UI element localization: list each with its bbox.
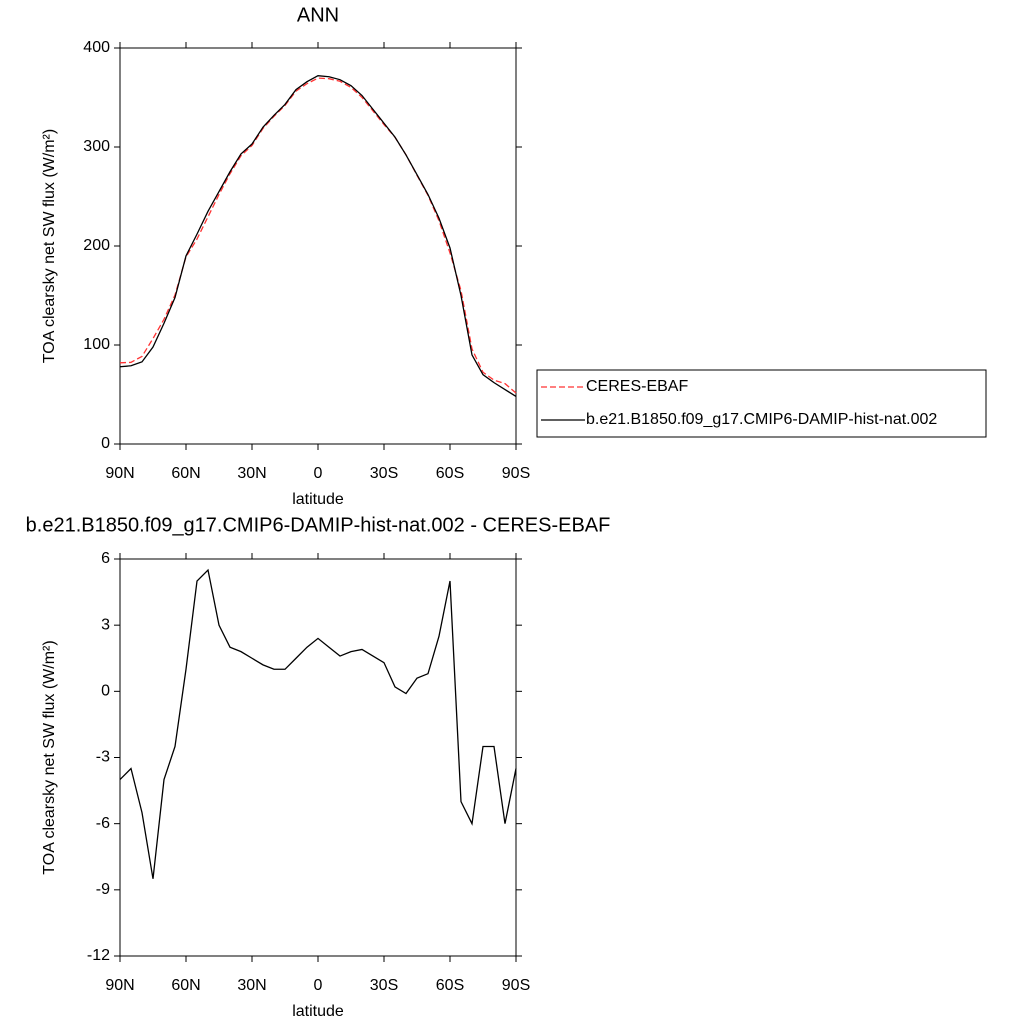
data-line — [119, 568, 517, 879]
x-tick-label: 30N — [237, 977, 266, 994]
y-axis-label: TOA clearsky net SW flux (W/m²) — [41, 640, 58, 874]
x-tick-label: 60N — [171, 465, 200, 482]
x-tick-label: 0 — [314, 465, 323, 482]
legend-label: CERES-EBAF — [586, 378, 688, 395]
data-line — [119, 75, 517, 398]
y-tick-label: 200 — [83, 237, 110, 254]
plot-frame — [119, 47, 517, 445]
data-line — [119, 77, 517, 394]
y-tick-label: 300 — [83, 138, 110, 155]
chart-title: ANN — [297, 4, 339, 26]
legend-label: b.e21.B1850.f09_g17.CMIP6-DAMIP-hist-nat… — [586, 411, 937, 428]
x-tick-label: 90S — [502, 465, 530, 482]
x-tick-label: 30N — [237, 465, 266, 482]
y-tick-label: 6 — [101, 550, 110, 567]
x-axis-label: latitude — [292, 491, 344, 508]
y-tick-label: -9 — [96, 881, 110, 898]
legend-box — [536, 369, 987, 438]
y-tick-label: 3 — [101, 616, 110, 633]
y-tick-label: 0 — [101, 435, 110, 452]
x-tick-label: 60S — [436, 977, 464, 994]
x-axis-label: latitude — [292, 1003, 344, 1020]
y-tick-label: 0 — [101, 683, 110, 700]
y-tick-label: -12 — [87, 947, 110, 964]
x-tick-label: 90N — [105, 977, 134, 994]
x-tick-label: 30S — [370, 465, 398, 482]
x-tick-label: 90N — [105, 465, 134, 482]
x-tick-label: 0 — [314, 977, 323, 994]
x-tick-label: 90S — [502, 977, 530, 994]
chart-title: b.e21.B1850.f09_g17.CMIP6-DAMIP-hist-nat… — [26, 514, 611, 536]
plot-frame — [119, 558, 517, 957]
y-tick-label: 100 — [83, 336, 110, 353]
y-axis-label: TOA clearsky net SW flux (W/m²) — [41, 129, 58, 363]
x-tick-label: 60S — [436, 465, 464, 482]
y-tick-label: -6 — [96, 815, 110, 832]
x-tick-label: 60N — [171, 977, 200, 994]
y-tick-label: -3 — [96, 749, 110, 766]
y-tick-label: 400 — [83, 39, 110, 56]
x-tick-label: 30S — [370, 977, 398, 994]
